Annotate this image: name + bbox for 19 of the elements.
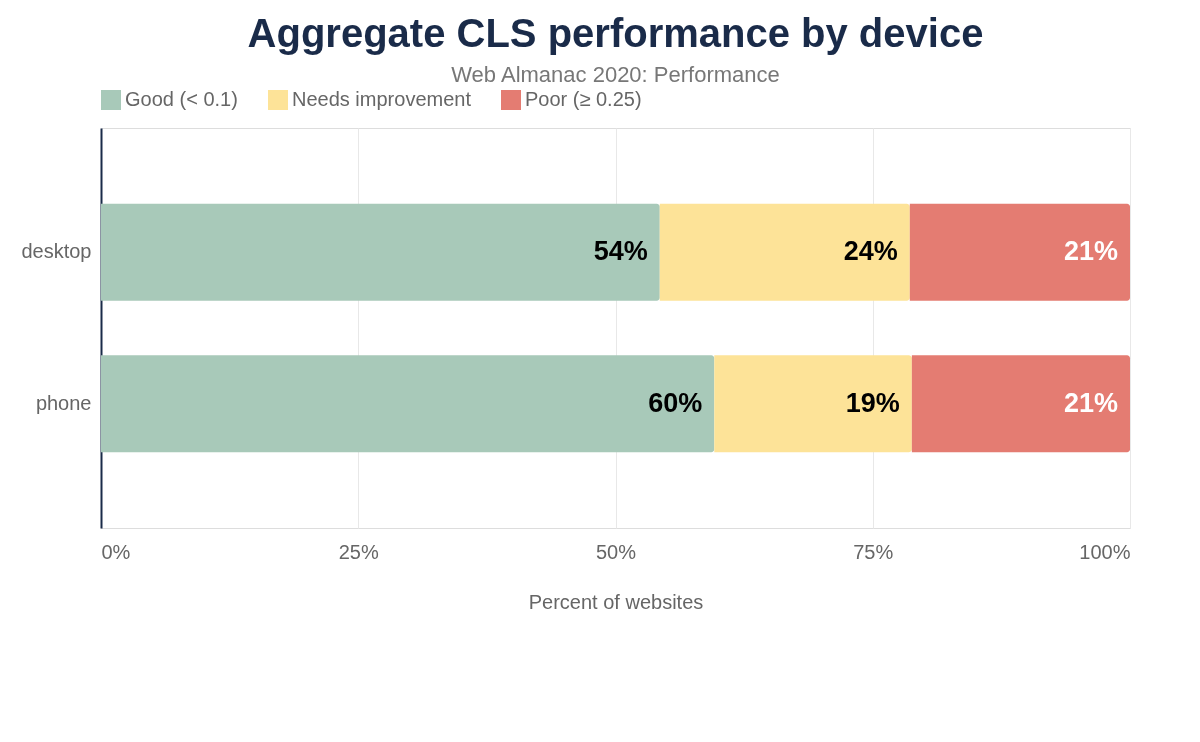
- data-label: 60%: [648, 387, 703, 418]
- legend-label: Poor (≥ 0.25): [525, 88, 642, 110]
- data-label: 21%: [1063, 387, 1118, 418]
- x-tick-label: 50%: [595, 540, 637, 563]
- y-tick-label: phone: [35, 391, 92, 414]
- chart-title: Aggregate CLS performance by device: [247, 11, 984, 55]
- chart-subtitle: Web Almanac 2020: Performance: [451, 62, 780, 87]
- x-tick-label: 0%: [101, 540, 131, 563]
- y-tick-label: desktop: [21, 240, 92, 263]
- x-axis-title: Percent of websites: [528, 590, 704, 613]
- legend-label: Good (< 0.1): [125, 88, 238, 110]
- legend-label: Needs improvement: [292, 88, 472, 110]
- data-label: 21%: [1063, 236, 1118, 267]
- data-label: 19%: [845, 387, 900, 418]
- data-label: 24%: [843, 236, 898, 267]
- x-tick-label: 100%: [1079, 540, 1131, 563]
- x-tick-label: 75%: [853, 540, 894, 563]
- data-label: 54%: [593, 236, 648, 267]
- x-tick-label: 25%: [338, 540, 379, 563]
